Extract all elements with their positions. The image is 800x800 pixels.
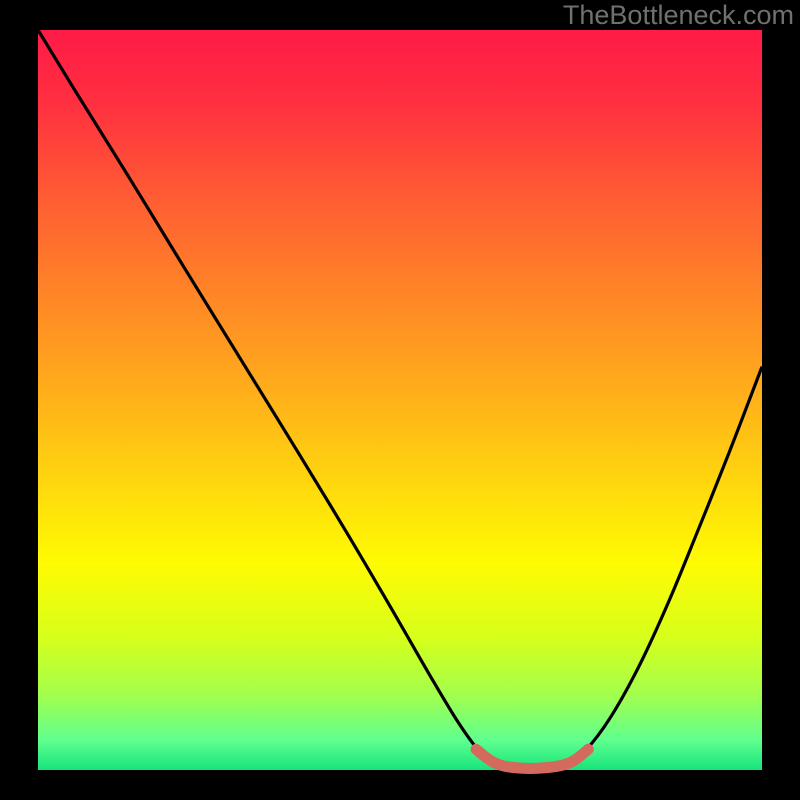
valley-highlight: [476, 749, 588, 768]
bottleneck-curve: [38, 30, 762, 771]
chart-svg: [38, 30, 762, 770]
plot-area: [38, 30, 762, 770]
canvas: TheBottleneck.com: [0, 0, 800, 800]
watermark-text: TheBottleneck.com: [563, 0, 794, 31]
